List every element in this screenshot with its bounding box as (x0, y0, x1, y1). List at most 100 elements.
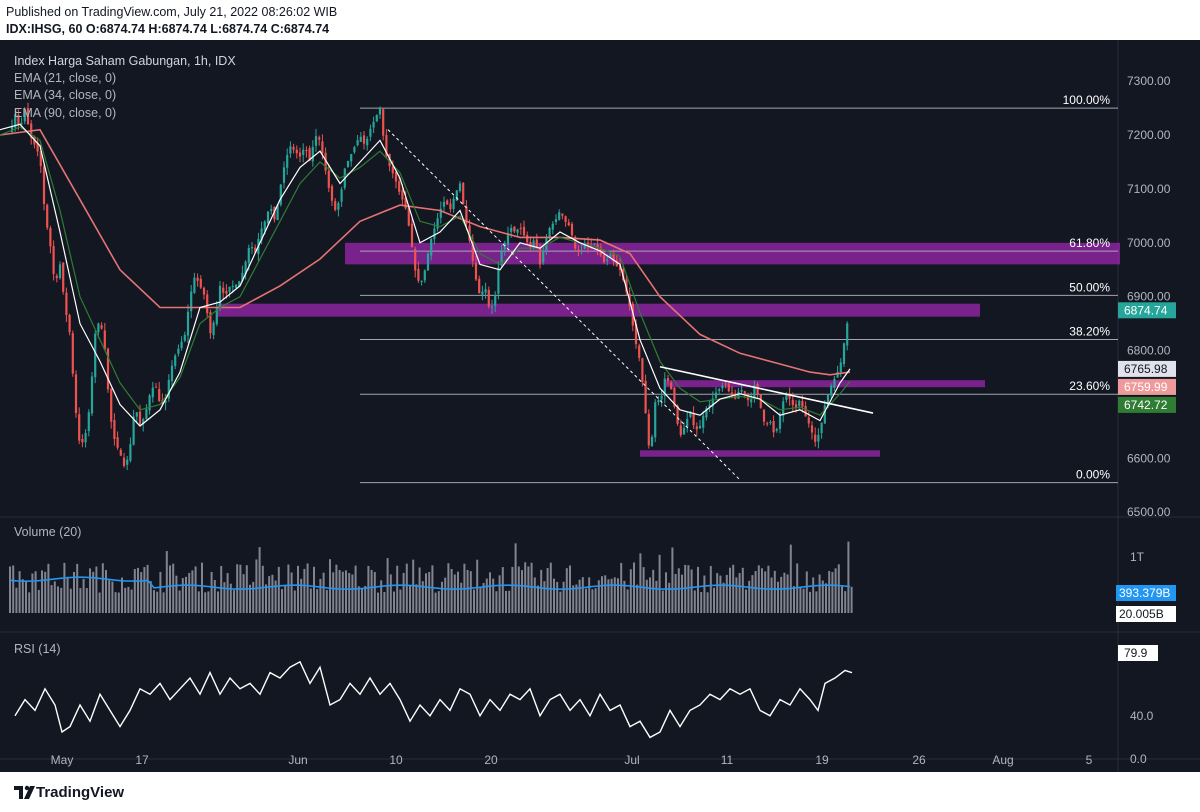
volume-bar (89, 568, 91, 613)
trendlines (387, 129, 874, 481)
candle-body (641, 358, 644, 383)
time-tick-label: Aug (992, 753, 1013, 767)
candle-body (97, 323, 100, 333)
volume-bar (18, 571, 21, 613)
volume-bar (268, 576, 271, 613)
volume-bar (649, 577, 651, 613)
volume-bar (527, 566, 530, 613)
candle-body (391, 166, 394, 174)
candle-body (442, 201, 446, 207)
candle-body (314, 136, 318, 146)
ema90-legend[interactable]: EMA (90, close, 0) (14, 106, 117, 120)
volume-bar (703, 575, 706, 613)
candle-body (462, 182, 465, 205)
candle-body (794, 404, 798, 408)
price-label-box (1118, 378, 1176, 395)
volume-bar (82, 578, 85, 613)
volume-bar (466, 569, 469, 613)
candle-body (202, 287, 206, 295)
volume-bar (98, 592, 101, 613)
candle-body (737, 391, 740, 399)
price-tick-label: 6900.00 (1127, 290, 1171, 304)
candle-body (801, 401, 804, 407)
chart-area[interactable]: 100.00% 61.80% 50.00% 38.20% 23.60% 0.00% 1T 3… (0, 40, 1200, 772)
candle-body (238, 281, 241, 287)
volume-bar (105, 570, 107, 613)
footer: TradingView (0, 772, 1200, 812)
candle-body (340, 189, 343, 202)
ema34-legend[interactable]: EMA (34, close, 0) (14, 88, 117, 102)
candle-body (174, 355, 177, 367)
rsi-legend[interactable]: RSI (14) (14, 642, 61, 656)
candle-body (478, 278, 481, 294)
candle-body (270, 208, 273, 211)
volume-bar (511, 566, 514, 613)
volume-bar (258, 547, 261, 613)
price-label-text: 6742.72 (1124, 398, 1168, 412)
candle-body (526, 234, 529, 243)
candle-body (734, 393, 737, 399)
volume-bar (722, 582, 725, 613)
volume-bar (325, 590, 328, 613)
time-tick-label: 19 (815, 753, 829, 767)
candle-body (369, 128, 372, 137)
volume-bar (575, 584, 578, 613)
candle-body (414, 248, 417, 271)
volume-bar (249, 584, 251, 613)
volume-bar (738, 573, 741, 613)
candle-body (334, 201, 337, 211)
volume-bar (437, 591, 440, 613)
volume-bar (841, 586, 843, 613)
volume-bar (844, 591, 847, 613)
fib-level-label: 61.80% (1069, 236, 1110, 250)
candle-body (398, 181, 401, 192)
trendline (387, 129, 741, 481)
candle-body (103, 330, 106, 350)
candle-body (538, 248, 542, 265)
zone-rect (345, 242, 1120, 265)
candle-body (503, 243, 506, 250)
volume-bar (60, 587, 63, 613)
candle-body (254, 247, 257, 253)
candle-body (17, 114, 20, 125)
time-tick-label: 5 (1086, 753, 1093, 767)
volume-bar (489, 572, 491, 613)
chart-svg[interactable]: 100.00% 61.80% 50.00% 38.20% 23.60% 0.00% 1T 3… (0, 40, 1200, 772)
volume-legend[interactable]: Volume (20) (14, 525, 82, 539)
volume-bar (761, 568, 763, 613)
volume-bar (501, 567, 504, 613)
volume-bar (629, 569, 632, 613)
candle-body (564, 216, 567, 222)
candle-body (500, 250, 503, 266)
candle-body (718, 389, 721, 391)
candle-body (730, 392, 734, 396)
time-tick-label: Jul (624, 753, 639, 767)
volume-bar (271, 574, 274, 613)
volume-bar (34, 571, 37, 613)
candle-body (276, 204, 279, 221)
candle-body (385, 135, 388, 156)
candle-body (266, 211, 270, 224)
volume-bar (473, 589, 475, 613)
ema21-legend[interactable]: EMA (21, close, 0) (14, 71, 117, 85)
candle-body (218, 285, 222, 308)
volume-bar (47, 563, 50, 613)
volume-bar (101, 563, 104, 613)
volume-bar (338, 570, 341, 613)
volume-bar (108, 580, 111, 613)
volume-bar (770, 577, 773, 613)
candle-body (311, 146, 314, 162)
volume-bar (732, 564, 735, 613)
volume-bar (111, 581, 114, 613)
candle-body (618, 265, 622, 270)
candle-body (823, 405, 826, 424)
volume-bar (626, 589, 629, 613)
candle-body (567, 222, 570, 226)
candle-body (394, 172, 398, 182)
volume-bar (693, 590, 696, 613)
volume-bar (556, 581, 559, 613)
candle-body (113, 420, 116, 439)
candle-body (151, 387, 154, 398)
volume-bar (697, 566, 699, 613)
candle-body (657, 400, 660, 403)
